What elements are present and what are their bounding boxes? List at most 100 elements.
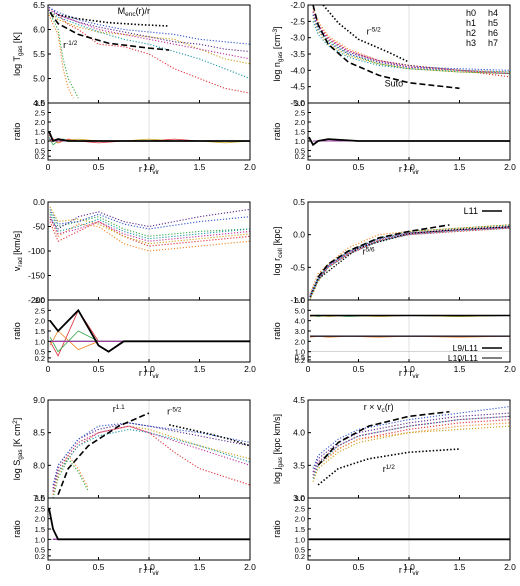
annotation-label: r-5/2 xyxy=(367,26,382,36)
ratio-series-group xyxy=(48,508,250,541)
ratio-y-tick-label: 1.5 xyxy=(35,525,45,534)
ratio-y-tick-label: 1.0 xyxy=(295,535,305,544)
ratio-y-tick-label: 2.0 xyxy=(295,515,305,524)
legend-label: L9/L11 xyxy=(453,343,479,353)
series-h7 xyxy=(312,11,510,75)
ratio-h2 xyxy=(49,330,250,351)
series-h0 xyxy=(309,227,510,300)
ratio-series-group xyxy=(308,314,510,352)
series-h3 xyxy=(52,425,250,492)
series-h2 xyxy=(312,8,510,73)
legend-item-h7: h7 xyxy=(488,38,498,48)
y-tick-label: -4.5 xyxy=(290,82,305,92)
x-tick-label: 0.5 xyxy=(353,162,365,172)
ratio-y-tick-label: 0.2 xyxy=(35,354,45,363)
y-tick-label: 3.5 xyxy=(293,460,305,470)
y-tick-label: 4.5 xyxy=(33,98,45,108)
ratio-y-tick-label: 0.2 xyxy=(35,152,45,161)
ratio-y-tick-label: 3.0 xyxy=(35,296,45,305)
annotation-label: r-5/2 xyxy=(167,406,182,416)
ratio-y-tick-label: 3.0 xyxy=(295,327,305,336)
x-tick-label: 0.5 xyxy=(93,562,105,572)
main-series-group xyxy=(48,6,250,99)
y-tick-label: 5.5 xyxy=(33,49,45,59)
legend-item-h5: h5 xyxy=(488,18,498,28)
ratio-y-tick-label: 0.2 xyxy=(295,552,305,561)
ratio-series-group xyxy=(308,136,510,147)
ratio-median xyxy=(49,308,250,353)
x-tick-label: 2.0 xyxy=(504,562,516,572)
annotation-label: Suto xyxy=(385,79,404,89)
legend-item-h2: h2 xyxy=(466,28,476,38)
y-tick-label: 4.0 xyxy=(293,428,305,438)
series-h1 xyxy=(312,14,510,75)
series-h6 xyxy=(309,225,510,296)
series-h0 xyxy=(49,220,250,247)
series-h4 xyxy=(52,422,250,489)
y-axis-label: log rcell [kpc] xyxy=(272,227,284,276)
series-h5 xyxy=(49,214,250,240)
series-h0 xyxy=(52,425,250,492)
main-series-group xyxy=(312,405,510,486)
x-tick-label: 0 xyxy=(306,364,311,374)
annotation-label: r5/6 xyxy=(363,246,375,256)
series-h3 xyxy=(312,425,510,482)
series-h0 xyxy=(312,419,510,479)
ratio-y-tick-label: 1.0 xyxy=(35,137,45,146)
ratio-median xyxy=(48,508,250,541)
ratio-y-tick-label: 1.5 xyxy=(295,128,305,137)
y-tick-label: -200 xyxy=(28,295,45,305)
reference-line xyxy=(322,5,410,63)
annotation-label: r1.1 xyxy=(113,404,125,414)
x-tick-label: 0 xyxy=(306,162,311,172)
legend-label: L10/L11 xyxy=(448,353,478,363)
series-h3 xyxy=(309,226,510,300)
ratio-y-tick-label: 1.0 xyxy=(35,337,45,346)
legend-item-h4: h4 xyxy=(488,8,498,18)
reference-line xyxy=(317,410,450,466)
series-h3 xyxy=(48,9,250,65)
x-tick-label: 1.5 xyxy=(454,162,466,172)
ratio-y-tick-label: 1.0 xyxy=(295,137,305,146)
panel-temperature: 0 0.5 1.0 1.5 2.0r / rvir4.55.05.56.06.5log … xyxy=(12,0,256,176)
legend-item-h0: h0 xyxy=(466,8,476,18)
x-tick-label: 1.0 xyxy=(403,364,415,374)
y-tick-label: -50 xyxy=(33,222,46,232)
y-tick-label: -5.0 xyxy=(290,98,305,108)
y-tick-label: 6.5 xyxy=(33,0,45,10)
panel-density: 0 0.5 1.0 1.5 2.0r / rvir-5.0-4.5-4.0-3.5-3.… xyxy=(272,0,516,176)
series-h1 xyxy=(309,224,510,297)
x-tick-label: 1.5 xyxy=(194,562,206,572)
y-axis-label: log jgas [kpc km/s] xyxy=(272,414,284,484)
reference-line xyxy=(317,448,460,486)
panel-radial_velocity: 0 0.5 1.0 1.5 2.0r / rvir-200-150-100-500.0v… xyxy=(12,197,256,380)
ratio-y-tick-label: 1.5 xyxy=(295,525,305,534)
main-series-group xyxy=(49,206,250,252)
x-axis-label: r / rvir xyxy=(139,368,160,380)
ratio-y-tick-label: 0.5 xyxy=(295,147,305,156)
y-tick-label: -2.5 xyxy=(290,16,305,26)
y-tick-label: 0.0 xyxy=(33,197,45,207)
series-h1 xyxy=(312,415,510,476)
series-h6 xyxy=(49,209,250,230)
x-tick-label: 0 xyxy=(46,364,51,374)
series-h0 xyxy=(48,7,250,94)
y-tick-label: -100 xyxy=(28,246,45,256)
x-tick-label: 2.0 xyxy=(504,364,516,374)
x-axis-label: r / rvir xyxy=(139,164,160,176)
series-h7 xyxy=(48,9,250,60)
ratio-y-tick-label: 1.5 xyxy=(35,128,45,137)
series-h5 xyxy=(312,21,510,73)
legend-item-h6: h6 xyxy=(488,28,498,38)
ratio-y-tick-label: 2.5 xyxy=(295,504,305,513)
y-tick-label: 9.0 xyxy=(33,395,45,405)
x-tick-label: 2.0 xyxy=(244,364,256,374)
x-tick-label: 1.5 xyxy=(454,364,466,374)
ratio-y-tick-label: 3.0 xyxy=(35,99,45,108)
x-tick-label: 1.0 xyxy=(403,562,415,572)
y-axis-label: log Sgas [K cm2] xyxy=(12,418,24,481)
x-tick-label: 1.0 xyxy=(143,364,155,374)
y-tick-label: 5.0 xyxy=(33,74,45,84)
